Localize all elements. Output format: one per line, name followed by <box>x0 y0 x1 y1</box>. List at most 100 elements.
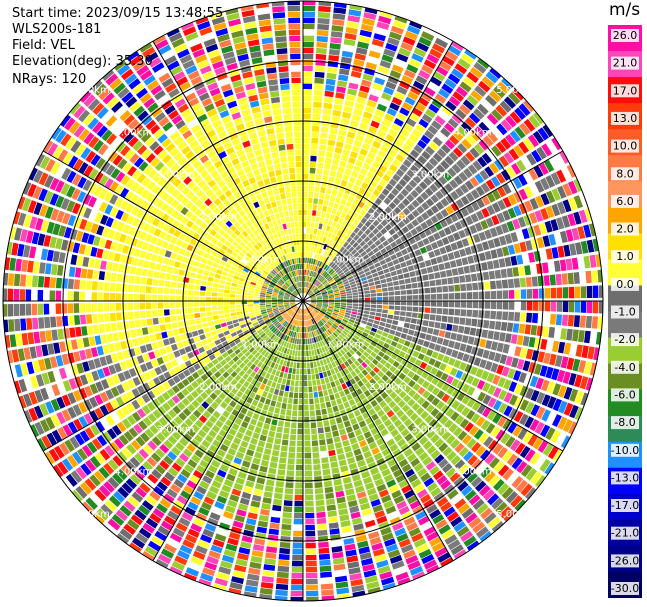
velocity-gate <box>283 500 293 507</box>
velocity-gate <box>307 320 310 326</box>
velocity-gate <box>243 486 253 494</box>
velocity-gate <box>310 246 314 252</box>
velocity-gate <box>199 334 206 341</box>
velocity-gate <box>412 301 419 306</box>
velocity-gate <box>369 285 376 290</box>
velocity-gate <box>394 183 404 192</box>
velocity-gate <box>496 247 504 258</box>
velocity-gate <box>381 494 392 504</box>
velocity-gate <box>147 473 159 484</box>
velocity-gate <box>309 338 312 344</box>
velocity-gate <box>416 543 429 554</box>
velocity-gate <box>204 434 214 444</box>
velocity-gate <box>365 338 372 344</box>
velocity-gate <box>74 433 85 446</box>
velocity-gate <box>43 303 50 315</box>
velocity-gate <box>197 249 205 257</box>
velocity-gate <box>336 398 343 405</box>
velocity-gate <box>313 309 319 314</box>
velocity-gate <box>346 253 353 259</box>
velocity-gate <box>318 198 324 205</box>
velocity-gate <box>505 134 517 146</box>
velocity-gate <box>98 485 111 498</box>
velocity-gate <box>376 223 384 231</box>
velocity-gate <box>314 253 318 259</box>
velocity-gate <box>100 334 108 344</box>
velocity-gate <box>326 72 337 80</box>
velocity-gate <box>383 48 396 58</box>
velocity-gate <box>57 382 66 394</box>
velocity-gate <box>448 45 462 57</box>
velocity-gate <box>82 501 94 514</box>
velocity-gate <box>343 537 355 545</box>
velocity-gate <box>70 339 78 350</box>
velocity-gate <box>256 281 263 286</box>
velocity-gate <box>272 294 278 297</box>
velocity-gate <box>347 88 358 96</box>
velocity-gate <box>507 194 517 206</box>
velocity-gate <box>318 261 323 267</box>
velocity-gate <box>240 541 252 549</box>
velocity-gate <box>322 358 328 365</box>
velocity-gate <box>236 291 242 295</box>
velocity-gate <box>512 218 521 230</box>
velocity-gate <box>177 473 188 484</box>
velocity-gate <box>94 212 103 223</box>
velocity-gate <box>134 452 145 464</box>
velocity-gate <box>204 387 213 396</box>
velocity-gate <box>379 274 386 280</box>
velocity-gate <box>175 522 188 533</box>
velocity-gate <box>356 237 363 244</box>
velocity-gate <box>196 368 205 376</box>
velocity-gate <box>238 426 247 434</box>
velocity-gate <box>436 301 443 307</box>
velocity-gate <box>349 224 356 231</box>
velocity-gate <box>397 438 407 448</box>
velocity-gate <box>269 461 278 469</box>
velocity-gate <box>376 304 383 309</box>
velocity-gate <box>415 344 422 352</box>
velocity-gate <box>24 377 33 391</box>
velocity-gate <box>28 391 38 405</box>
velocity-gate <box>581 345 589 359</box>
velocity-gate <box>436 337 444 345</box>
velocity-gate <box>460 309 467 317</box>
velocity-gate <box>29 216 38 229</box>
velocity-gate <box>284 488 294 495</box>
velocity-gate <box>96 345 104 356</box>
velocity-gate <box>269 522 280 530</box>
velocity-gate <box>532 288 539 299</box>
velocity-gate <box>53 445 65 459</box>
velocity-gate <box>266 322 273 327</box>
velocity-gate <box>454 292 461 300</box>
velocity-gate <box>261 349 267 356</box>
velocity-gate <box>280 530 291 537</box>
velocity-gate <box>167 451 178 461</box>
velocity-gate <box>167 510 179 521</box>
velocity-gate <box>246 518 257 526</box>
velocity-gate <box>415 406 425 416</box>
velocity-gate <box>438 458 449 469</box>
velocity-gate <box>351 346 358 353</box>
velocity-gate <box>125 478 138 490</box>
velocity-gate <box>329 335 335 341</box>
velocity-gate <box>268 312 274 317</box>
velocity-gate <box>245 276 252 281</box>
velocity-gate <box>483 489 495 501</box>
velocity-gate <box>410 85 422 96</box>
velocity-gate <box>127 496 140 508</box>
velocity-gate <box>359 273 366 279</box>
velocity-gate <box>371 542 384 551</box>
velocity-gate <box>75 230 84 242</box>
velocity-gate <box>216 449 226 458</box>
velocity-gate <box>209 444 218 453</box>
velocity-gate <box>353 375 361 383</box>
velocity-gate <box>251 265 258 271</box>
velocity-gate <box>357 540 369 549</box>
velocity-gate <box>393 285 400 291</box>
velocity-gate <box>496 311 503 320</box>
velocity-gate <box>560 435 571 449</box>
velocity-gate <box>250 281 257 286</box>
velocity-gate <box>291 560 303 567</box>
velocity-gate <box>342 476 352 484</box>
